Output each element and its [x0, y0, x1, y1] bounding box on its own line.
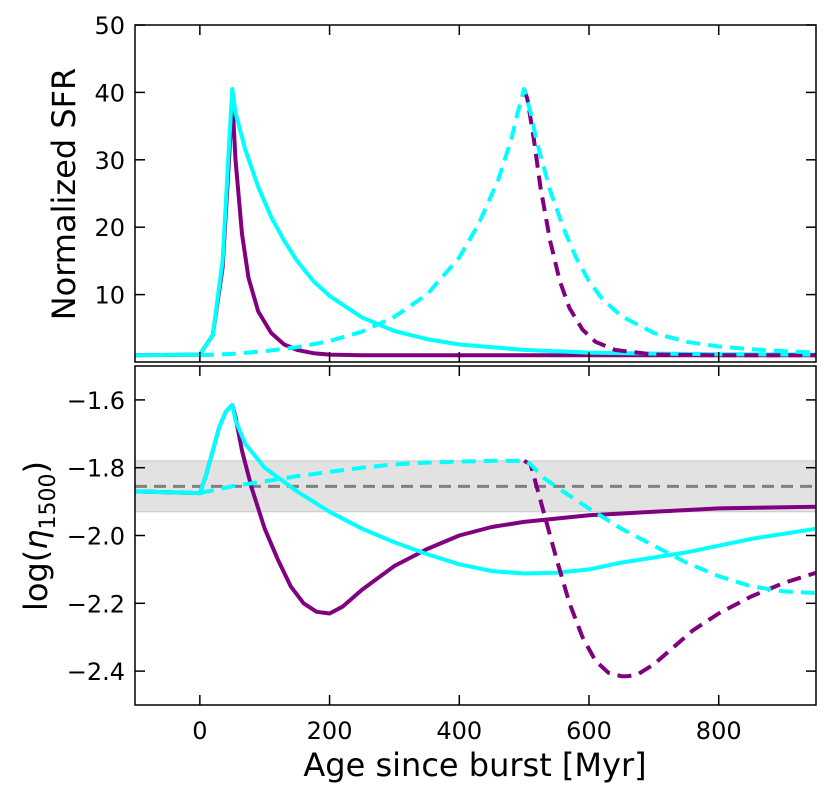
sfr-ytick-label-1: 20	[94, 214, 125, 242]
eta-xtick-label-3: 600	[566, 717, 612, 745]
sfr-series-0	[134, 97, 816, 358]
sfr-panel: 10 20 30 40 50 Normalized SFR	[45, 12, 817, 363]
eta-series-3	[199, 458, 817, 596]
sfr-series-group	[134, 87, 817, 358]
eta-ticks: −2.4 −2.2 −2.0 −1.8 −1.6 0 200 400 600 800	[67, 366, 816, 745]
eta-xtick-label-2: 400	[436, 717, 482, 745]
eta-xtick-label-0: 0	[192, 717, 207, 745]
sfr-ytick-label-3: 40	[94, 79, 125, 107]
eta-y-label-symbol: η	[17, 529, 55, 549]
sfr-ticks: 10 20 30 40 50	[94, 12, 816, 362]
eta-y-label-close: )	[17, 461, 55, 473]
eta-xtick-label-4: 800	[696, 717, 742, 745]
sfr-ytick-label-2: 30	[94, 147, 125, 175]
eta-ytick-label-4: −1.6	[67, 387, 125, 415]
eta-y-label-subscript: 1500	[36, 473, 61, 529]
eta-ytick-label-0: −2.4	[67, 658, 125, 686]
sfr-series-1	[134, 87, 817, 358]
eta-ytick-label-1: −2.2	[67, 590, 125, 618]
eta-series-1	[134, 403, 817, 576]
x-axis-label: Age since burst [Myr]	[303, 746, 646, 784]
sfr-series-3	[199, 87, 817, 358]
eta-xtick-label-1: 200	[307, 717, 353, 745]
sfr-ytick-label-0: 10	[94, 282, 125, 310]
sfr-panel-frame	[134, 24, 817, 363]
eta-series-2	[523, 459, 817, 679]
sfr-series-2	[522, 88, 816, 358]
eta-y-axis-label: log(η1500)	[17, 461, 61, 611]
eta-ytick-label-3: −1.8	[67, 455, 125, 483]
eta-ytick-label-2: −2.0	[67, 523, 125, 551]
eta-series-group	[134, 403, 817, 679]
sfr-y-axis-label: Normalized SFR	[45, 68, 83, 321]
eta-panel: −2.4 −2.2 −2.0 −1.8 −1.6 0 200 400 600 800 log(η1…	[17, 365, 817, 784]
eta-y-label-main: log(	[17, 550, 55, 611]
sfr-ytick-label-4: 50	[94, 12, 125, 40]
